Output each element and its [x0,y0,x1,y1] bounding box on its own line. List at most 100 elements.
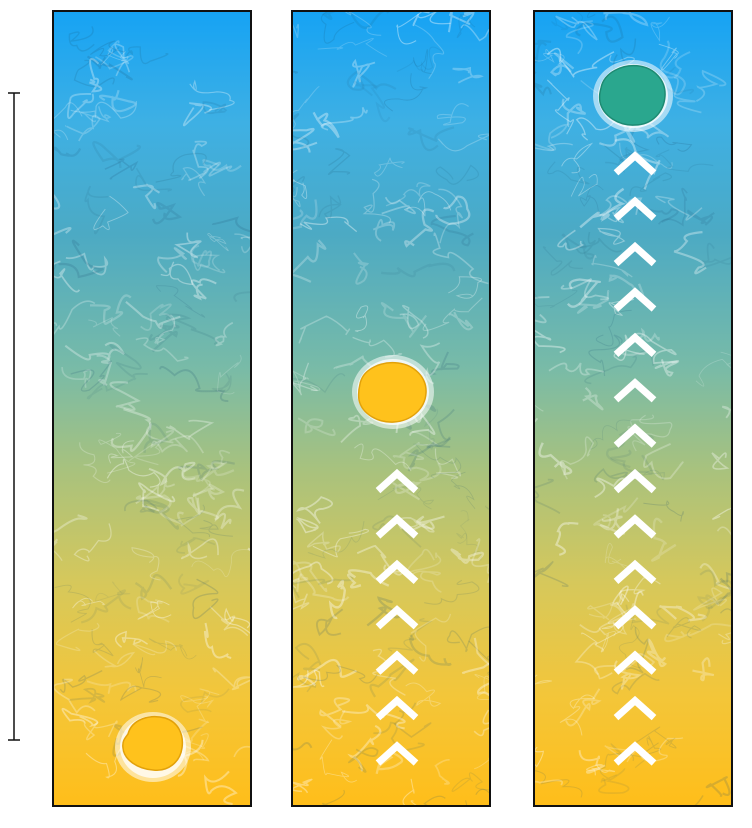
texture-stroke [233,745,250,758]
texture-stroke [124,499,158,513]
texture-stroke [192,140,209,180]
texture-stroke [450,471,476,509]
texture-stroke [89,58,103,93]
texture-stroke [407,126,455,152]
texture-stroke [207,232,229,252]
texture-stroke [154,314,176,346]
texture-stroke [233,291,250,303]
texture-stroke [192,254,226,274]
texture-stroke [535,478,561,515]
texture-stroke [434,448,462,479]
texture-stroke [579,184,604,214]
up-chevron-icon [613,287,657,312]
texture-stroke [328,579,347,620]
texture-stroke [88,317,121,337]
panel-1-marks [115,712,191,782]
texture-stroke [216,354,242,395]
texture-stroke [396,12,430,45]
texture-stroke [380,302,428,338]
up-chevron-icon [613,559,657,585]
texture-stroke [535,289,578,309]
texture-stroke [377,486,435,510]
texture-stroke [165,313,218,345]
texture-stroke [319,697,351,728]
texture-stroke [666,617,702,639]
texture-stroke [651,517,677,562]
texture-stroke [535,123,569,151]
texture-stroke [397,516,435,533]
texture-stroke [134,573,173,601]
texture-stroke [203,622,232,659]
texture-stroke [452,66,484,84]
texture-stroke [587,601,614,621]
up-chevron-icon [375,514,419,539]
texture-stroke [611,672,660,695]
texture-stroke [693,587,727,611]
texture-stroke [613,334,645,361]
texture-stroke [460,24,489,42]
texture-stroke [447,12,475,33]
texture-stroke [148,461,196,487]
texture-stroke [347,724,382,772]
texture-stroke [575,114,619,141]
texture-stroke [58,239,104,279]
texture-stroke [135,657,162,688]
texture-stroke [125,46,169,65]
texture-stroke [561,142,594,174]
texture-stroke [70,360,112,392]
texture-stroke [176,537,216,554]
texture-stroke [643,443,684,480]
texture-stroke [293,373,346,394]
texture-stroke [180,695,215,708]
texture-stroke [211,216,250,233]
texture-stroke [182,461,235,483]
texture-stroke [312,111,340,139]
texture-stroke [293,362,318,396]
texture-stroke [295,516,319,534]
texture-stroke [303,664,378,684]
panel-2-marks [352,355,434,766]
texture-stroke [554,521,579,556]
texture-stroke [465,788,489,805]
texture-stroke [95,40,134,70]
texture-stroke [54,514,88,547]
texture-stroke [718,632,731,645]
texture-stroke [100,47,129,65]
texture-stroke [538,442,573,476]
texture-stroke [576,290,610,314]
texture-stroke [306,531,341,553]
texture-stroke [180,478,216,527]
texture-stroke [570,174,598,197]
texture-stroke [372,218,396,242]
texture-stroke [471,538,489,584]
texture-stroke [178,573,210,595]
texture-stroke [160,261,194,286]
texture-stroke [372,515,422,548]
texture-stroke [435,164,479,185]
up-chevron-icon [375,695,419,721]
texture-stroke [448,276,482,299]
texture-stroke [293,169,301,208]
panel-3-marks [593,60,673,766]
texture-stroke [140,303,176,331]
texture-stroke [192,483,226,501]
texture-stroke [174,504,211,538]
texture-stroke [353,80,391,123]
water-texture [293,12,489,805]
texture-stroke [199,519,233,537]
texture-stroke [86,377,137,400]
texture-stroke [293,176,305,193]
texture-stroke [373,721,425,753]
texture-stroke [699,569,731,610]
texture-stroke [59,669,103,693]
texture-stroke [234,233,250,254]
texture-stroke [646,638,668,668]
texture-stroke [396,46,443,73]
texture-stroke [191,549,250,578]
texture-stroke [582,386,604,411]
texture-stroke [293,561,334,585]
texture-stroke [575,231,623,255]
texture-stroke [353,252,370,285]
texture-stroke [293,239,327,283]
texture-stroke [614,660,642,690]
